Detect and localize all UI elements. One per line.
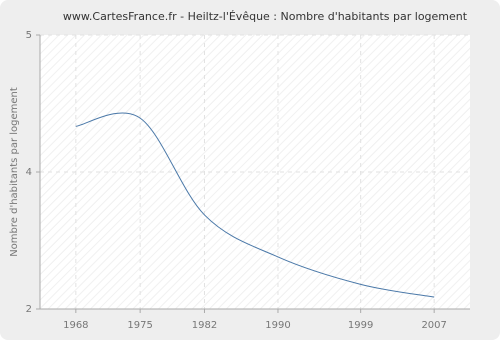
- chart-title: www.CartesFrance.fr - Heiltz-l'Évêque : …: [63, 10, 468, 23]
- y-axis-label: Nombre d'habitants par logement: [9, 87, 20, 257]
- y-tick-label: 5: [26, 30, 32, 41]
- x-tick-label: 1982: [192, 320, 217, 331]
- plot-hatch: [40, 35, 470, 309]
- x-tick-label: 2007: [421, 320, 446, 331]
- x-tick-label: 1975: [127, 320, 152, 331]
- y-tick-label: 4: [26, 167, 32, 178]
- data-line: [75, 112, 435, 298]
- x-tick-label: 1968: [63, 320, 88, 331]
- x-tick-label: 1999: [348, 320, 373, 331]
- x-tick-label: 1990: [265, 320, 290, 331]
- y-tick-label: 2: [26, 304, 32, 315]
